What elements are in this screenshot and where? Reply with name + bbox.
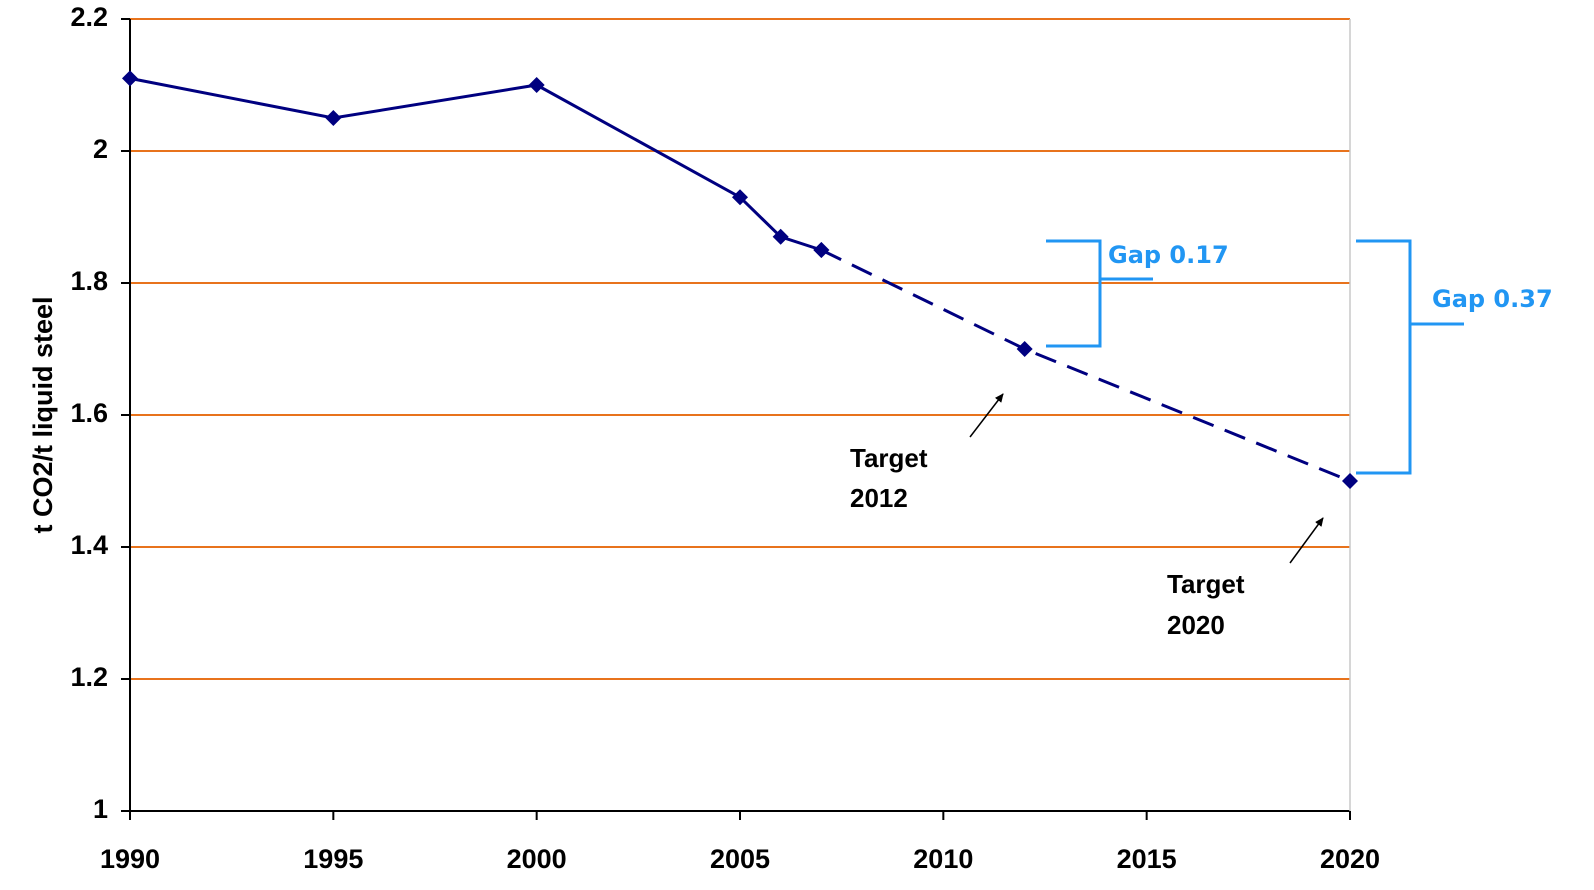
y-tick-label: 2.2 — [70, 2, 108, 32]
x-tick-label: 2015 — [1117, 844, 1177, 874]
x-tick-label: 2005 — [710, 844, 770, 874]
y-axis-label: t CO2/t liquid steel — [28, 296, 58, 533]
x-tick-label: 2000 — [507, 844, 567, 874]
arrow — [1289, 517, 1324, 564]
marker — [772, 228, 789, 245]
annotation: Target — [850, 443, 928, 473]
marker — [1342, 473, 1358, 489]
y-tick-label: 1 — [93, 794, 108, 824]
x-tick-label: 1990 — [100, 844, 160, 874]
arrow — [969, 393, 1004, 438]
marker — [528, 77, 545, 93]
series-line — [129, 76, 822, 252]
marker — [732, 189, 748, 206]
annotation: 2020 — [1167, 610, 1225, 640]
y-tick-label: 1.8 — [70, 266, 108, 296]
x-tick-label: 2010 — [913, 844, 973, 874]
gap-bracket — [1046, 239, 1153, 348]
y-tick-label: 1.4 — [70, 530, 108, 560]
y-tick-label: 2 — [93, 134, 108, 164]
y-tick-label: 1.6 — [70, 398, 108, 428]
gap-label: Gap 0.37 — [1432, 285, 1553, 313]
x-tick-label: 1995 — [303, 844, 363, 874]
marker — [325, 110, 342, 126]
gap-label: Gap 0.17 — [1108, 241, 1229, 269]
y-tick-label: 1.2 — [70, 662, 108, 692]
series-line — [820, 248, 1351, 483]
marker — [1016, 341, 1033, 357]
marker — [122, 70, 138, 87]
gap-bracket — [1356, 239, 1464, 475]
x-tick-label: 2020 — [1320, 844, 1380, 874]
annotation: 2012 — [850, 483, 908, 513]
marker — [813, 242, 830, 258]
plot: 1 1.2 1.4 1.6 1.8 2 2.2 1990 1995 2000 2005 2010 201… — [70, 2, 1380, 874]
annotation: Target — [1167, 569, 1245, 599]
